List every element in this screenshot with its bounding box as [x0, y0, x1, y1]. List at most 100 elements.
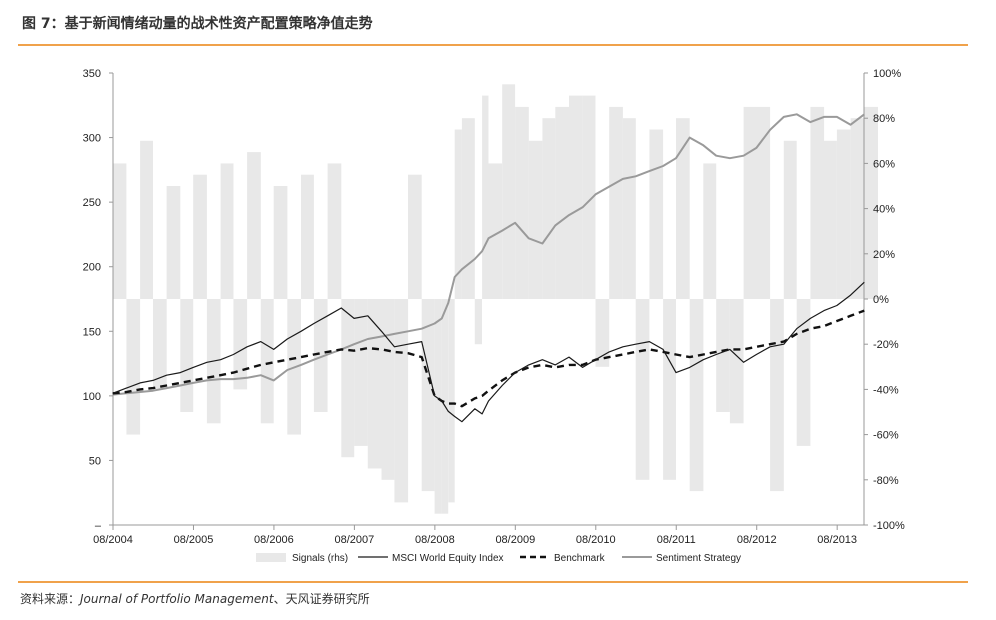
signal-bar [341, 299, 355, 458]
signal-bar [689, 299, 704, 492]
source-journal: Journal of Portfolio Management [80, 592, 274, 606]
chart: – 50 100 150 200 250 300 350 -100% -80% -60% -40% -2… [83, 68, 905, 564]
chart-title: 图 7：基于新闻情绪动量的战术性资产配置策略净值走势 [22, 16, 373, 32]
signal-bar [153, 299, 167, 390]
signal-bar [609, 106, 623, 300]
signal-bar [622, 118, 636, 299]
signal-bar [703, 163, 717, 299]
legend-label-benchmark: Benchmark [554, 553, 606, 564]
signal-bar [756, 106, 771, 300]
y-left-tick-label: 200 [83, 262, 101, 274]
x-tick-label: 08/2012 [737, 534, 777, 546]
signal-bar [783, 140, 797, 299]
signal-bar [488, 163, 503, 299]
signal-bar [502, 84, 516, 299]
signal-bar [542, 118, 556, 299]
x-tick-label: 08/2009 [495, 534, 535, 546]
source-note: 资料来源：Journal of Portfolio Management、天风证… [20, 590, 370, 607]
x-tick-label: 08/2006 [254, 534, 294, 546]
x-tick-label: 08/2005 [174, 534, 214, 546]
y-right-tick-label: 100% [873, 68, 901, 80]
signal-bar [408, 174, 422, 299]
signal-bar [247, 152, 261, 299]
signal-bar [233, 299, 248, 390]
signal-bar [260, 299, 274, 424]
y-right-tick-label: 80% [873, 113, 895, 125]
signal-bar [474, 299, 482, 345]
signal-bar [434, 299, 442, 514]
signal-bar [367, 299, 382, 469]
legend-label-msci: MSCI World Equity Index [392, 553, 504, 564]
title-divider [18, 44, 968, 46]
y-right-tick-label: -80% [873, 475, 899, 487]
x-tick-label: 08/2010 [576, 534, 616, 546]
source-suffix: 、天风证券研究所 [273, 592, 370, 606]
signal-bar [743, 106, 757, 300]
signal-bar [454, 129, 462, 299]
signal-bar [716, 299, 730, 412]
signal-bar [649, 129, 664, 299]
signal-bar [836, 129, 851, 299]
signal-bar [140, 140, 153, 299]
signal-bar [301, 174, 314, 299]
x-tick-label: 08/2013 [817, 534, 857, 546]
y-right-tick-label: 60% [873, 158, 895, 170]
signal-bar [166, 186, 181, 299]
signal-bar [220, 163, 234, 299]
signal-bar [448, 299, 455, 503]
legend-label-signals: Signals (rhs) [292, 553, 348, 564]
x-tick-label: 08/2004 [93, 534, 133, 546]
y-left-tick-label: 250 [83, 197, 101, 209]
signal-bar [824, 140, 837, 299]
y-right-tick-label: 40% [873, 204, 895, 216]
series-sentiment-strategy [112, 113, 865, 396]
signal-bar [635, 299, 650, 480]
signal-bar [126, 299, 141, 435]
signal-bar [273, 186, 288, 299]
signal-bar [569, 95, 583, 299]
signal-bar [461, 118, 475, 299]
signal-bar [770, 299, 784, 492]
series-benchmark [112, 309, 865, 408]
signal-bar [313, 299, 328, 412]
y-left-tick-label: – [95, 520, 102, 532]
series-msci-world [112, 281, 865, 423]
signal-bar [193, 174, 207, 299]
signal-bar [864, 106, 878, 300]
source-divider [18, 581, 968, 583]
y-left-tick-label: 50 [89, 455, 101, 467]
y-right-tick-label: -40% [873, 384, 899, 396]
signal-bar [394, 299, 409, 503]
y-right-tick-label: -60% [873, 430, 899, 442]
signal-bar [112, 163, 127, 299]
signal-bar [327, 163, 342, 299]
signal-bar [582, 95, 596, 299]
x-tick-label: 08/2011 [657, 534, 696, 546]
legend-label-sentiment: Sentiment Strategy [656, 553, 741, 564]
signal-bar [796, 299, 811, 446]
signal-bar [676, 118, 690, 299]
x-tick-label: 08/2008 [415, 534, 455, 546]
y-right-tick-label: 20% [873, 249, 895, 261]
source-prefix: 资料来源： [20, 592, 81, 606]
signal-bar [528, 140, 543, 299]
y-left-tick-label: 150 [83, 326, 101, 338]
signal-bar [850, 118, 865, 299]
y-right-tick-label: -100% [873, 520, 905, 532]
signals-area-layer [112, 84, 878, 514]
signal-bar [729, 299, 744, 424]
y-left-tick-label: 100 [83, 391, 101, 403]
y-left-tick-label: 300 [83, 133, 101, 145]
signal-bar [595, 299, 610, 367]
signal-bar [421, 299, 435, 492]
signal-bar [381, 299, 395, 480]
legend-swatch-signals [256, 553, 286, 562]
y-left-tick-label: 350 [83, 68, 101, 80]
x-tick-label: 08/2007 [335, 534, 375, 546]
signal-bar [482, 95, 489, 299]
y-right-tick-label: 0% [873, 294, 889, 306]
y-right-tick-label: -20% [873, 339, 899, 351]
signal-bar [663, 299, 676, 480]
signal-bar [354, 299, 368, 446]
axes-layer: – 50 100 150 200 250 300 350 -100% -80% -60% -40% -2… [83, 68, 905, 546]
